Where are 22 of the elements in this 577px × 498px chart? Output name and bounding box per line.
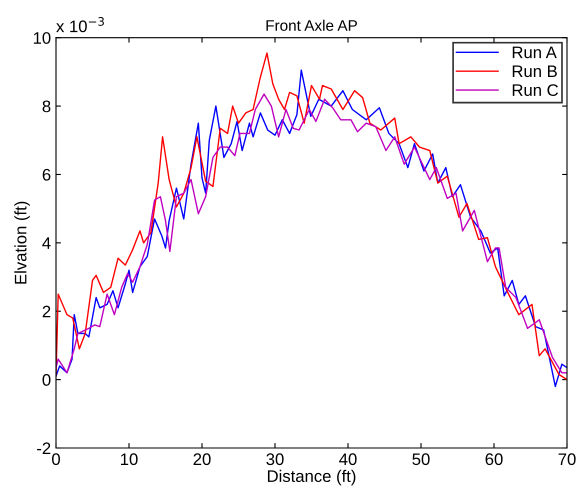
y-tick-label: -2 xyxy=(37,442,50,454)
chart-title: Front Axle AP xyxy=(266,20,357,31)
legend-label: Run A xyxy=(512,46,557,58)
x-tick-label: 30 xyxy=(266,453,284,466)
legend-label: Run C xyxy=(512,84,558,96)
x-tick-label: 10 xyxy=(121,453,138,466)
x-tick-label: 20 xyxy=(194,453,211,466)
legend-label: Run B xyxy=(512,66,557,78)
y-tick-label: 2 xyxy=(42,306,50,318)
x-tick-label: 50 xyxy=(412,453,430,466)
y-tick-label: 8 xyxy=(42,100,50,112)
x-axis-title: Distance (ft) xyxy=(268,470,356,486)
y-tick-label: 10 xyxy=(34,32,50,44)
x-tick-label: 60 xyxy=(486,453,503,466)
y-axis-title: Elvation (ft) xyxy=(14,202,30,284)
y-tick-label: 4 xyxy=(42,237,51,249)
x-tick-label: 70 xyxy=(558,453,576,466)
text: x 10$^{−3}$ xyxy=(56,17,104,32)
y-tick-label: 0 xyxy=(42,374,50,386)
x-tick-label: 0 xyxy=(52,453,60,466)
x-tick-label: 40 xyxy=(339,453,357,466)
y-tick-label: 6 xyxy=(42,168,50,181)
